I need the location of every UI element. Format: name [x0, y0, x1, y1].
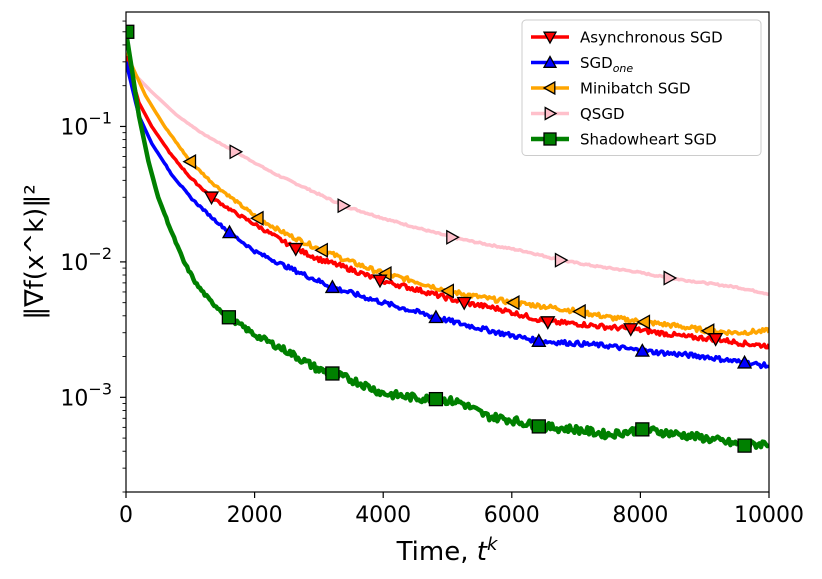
series-line-asynchronous-sgd	[126, 55, 769, 350]
legend: Asynchronous SGD SGDone Minibatch SGD QSGD S…	[521, 19, 762, 156]
marker-qsgd-4	[663, 270, 678, 286]
x-tick-label: 0	[119, 503, 133, 528]
marker-qsgd-0	[229, 144, 244, 160]
y-tick-label: 10−1	[60, 108, 112, 140]
x-tick-label: 6000	[484, 503, 540, 528]
marker-asynchronous-sgd-3	[456, 296, 472, 311]
marker-shadowheart-sgd-6	[737, 438, 752, 453]
legend-marker-sgd	[542, 55, 558, 68]
legend-label-qsgd: QSGD	[580, 105, 625, 123]
legend-marker-qsgd	[544, 106, 558, 121]
marker-shadowheart-sgd-4	[531, 419, 546, 434]
legend-label-shadowheart-sgd: Shadowheart SGD	[580, 131, 717, 149]
y-axis-ticks: 10−3 10−2 10−1	[60, 20, 126, 493]
marker-minibatch-sgd-4	[440, 283, 454, 299]
marker-sgd-3	[531, 333, 547, 347]
x-axis-ticks: 0 2000 4000 6000 8000 10000	[119, 492, 804, 528]
plot-frame	[125, 11, 770, 493]
x-axis-label: Time, tk	[396, 534, 499, 567]
marker-shadowheart-sgd-0	[126, 24, 135, 39]
legend-marker-minibatch-sgd	[542, 80, 556, 96]
marker-minibatch-sgd-1	[249, 210, 264, 226]
marker-minibatch-sgd-0	[182, 154, 197, 170]
marker-shadowheart-sgd-5	[635, 422, 650, 437]
marker-sgd-4	[634, 343, 650, 357]
legend-label-sgd: SGDone	[580, 54, 633, 75]
legend-label-minibatch-sgd: Minibatch SGD	[580, 80, 691, 98]
marker-sgd-0	[221, 224, 238, 239]
marker-minibatch-sgd-2	[314, 242, 328, 258]
marker-shadowheart-sgd-1	[221, 310, 237, 325]
legend-label-asynchronous-sgd: Asynchronous SGD	[580, 29, 723, 47]
legend-marker-asynchronous-sgd	[542, 31, 558, 45]
marker-asynchronous-sgd-2	[372, 274, 388, 289]
marker-asynchronous-sgd-5	[623, 323, 639, 337]
marker-minibatch-sgd-6	[572, 303, 586, 320]
marker-sgd-2	[428, 309, 444, 324]
y-tick-label: 10−2	[60, 244, 112, 276]
marker-minibatch-sgd-7	[636, 314, 651, 330]
marker-shadowheart-sgd-2	[325, 366, 340, 381]
marker-asynchronous-sgd-4	[540, 316, 556, 330]
marker-minibatch-sgd-5	[505, 295, 520, 311]
marker-qsgd-3	[554, 252, 569, 268]
y-tick-label: 10−3	[60, 379, 112, 411]
marker-qsgd-1	[337, 198, 352, 214]
legend-box	[521, 19, 762, 156]
marker-shadowheart-sgd-3	[428, 391, 444, 407]
plot-markers	[126, 24, 753, 453]
marker-asynchronous-sgd-6	[708, 333, 724, 347]
x-tick-label: 10000	[734, 503, 804, 528]
marker-asynchronous-sgd-0	[203, 191, 220, 206]
x-tick-label: 8000	[612, 503, 668, 528]
marker-qsgd-2	[446, 229, 460, 245]
x-tick-label: 4000	[355, 503, 411, 528]
marker-asynchronous-sgd-1	[288, 242, 304, 257]
x-tick-label: 2000	[227, 503, 283, 528]
marker-sgd-1	[324, 279, 341, 294]
legend-marker-shadowheart-sgd	[543, 132, 557, 146]
marker-sgd-5	[736, 354, 753, 369]
y-axis-label: ‖∇f(x^k)‖²	[20, 184, 50, 319]
